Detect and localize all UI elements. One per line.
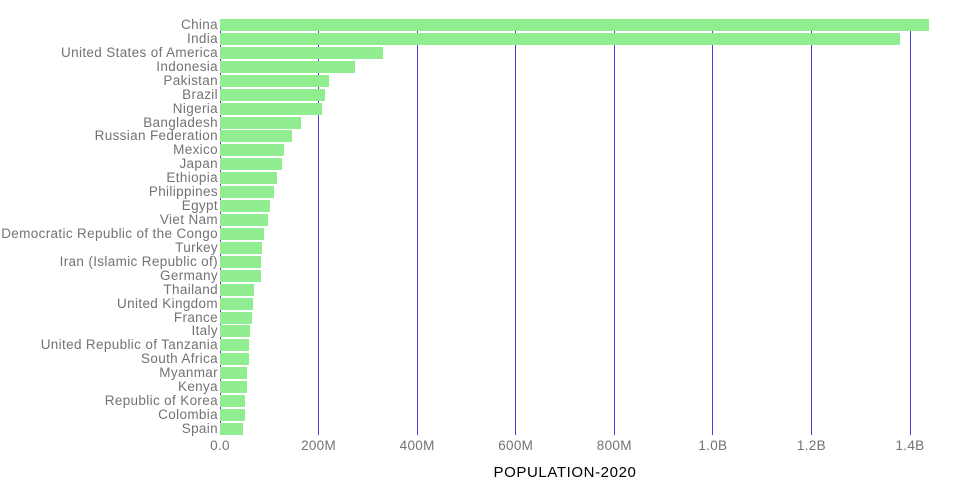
gridline bbox=[416, 19, 418, 435]
bar[interactable] bbox=[220, 172, 277, 185]
category-label: Thailand bbox=[163, 281, 218, 297]
bar[interactable] bbox=[220, 46, 384, 59]
gridline bbox=[909, 19, 911, 435]
category-label: Indonesia bbox=[156, 58, 218, 74]
category-label: South Africa bbox=[141, 351, 218, 367]
category-label: Egypt bbox=[181, 198, 218, 214]
category-label: Mexico bbox=[173, 142, 218, 158]
category-label: Iran (Islamic Republic of) bbox=[59, 253, 218, 269]
category-label: Japan bbox=[179, 156, 218, 172]
category-label: China bbox=[180, 17, 218, 32]
bar[interactable] bbox=[220, 381, 247, 394]
category-label: United States of America bbox=[61, 44, 218, 60]
x-axis-title: POPULATION-2020 bbox=[493, 464, 637, 481]
category-label: United Kingdom bbox=[117, 295, 218, 311]
x-tick-label: 200M bbox=[301, 438, 337, 453]
category-label: Turkey bbox=[175, 239, 218, 255]
bar[interactable] bbox=[220, 409, 246, 422]
bar[interactable] bbox=[220, 186, 275, 199]
bar[interactable] bbox=[220, 214, 268, 227]
category-label: Myanmar bbox=[159, 365, 218, 381]
gridline bbox=[613, 19, 615, 435]
x-tick-label: 1.2B bbox=[796, 438, 826, 453]
category-label: Republic of Korea bbox=[104, 393, 218, 409]
x-tick-label: 1.0B bbox=[698, 438, 728, 453]
category-label: United Republic of Tanzania bbox=[40, 337, 218, 353]
bar[interactable] bbox=[220, 311, 253, 324]
category-label: Pakistan bbox=[163, 72, 218, 88]
bar[interactable] bbox=[220, 241, 262, 254]
x-tick-label: 400M bbox=[399, 438, 435, 453]
bar[interactable] bbox=[220, 325, 250, 338]
bar[interactable] bbox=[220, 130, 292, 143]
x-tick-label: 1.4B bbox=[895, 438, 925, 453]
category-label: Viet Nam bbox=[159, 212, 218, 228]
gridline bbox=[318, 19, 320, 435]
category-label: Brazil bbox=[182, 86, 218, 102]
bar[interactable] bbox=[220, 255, 262, 268]
bar[interactable] bbox=[220, 158, 283, 171]
gridline bbox=[810, 19, 812, 435]
category-label: Nigeria bbox=[172, 100, 218, 116]
category-label: Russian Federation bbox=[94, 128, 218, 144]
bar[interactable] bbox=[220, 200, 271, 213]
bar[interactable] bbox=[220, 88, 325, 101]
bar[interactable] bbox=[220, 74, 329, 87]
category-label: Spain bbox=[181, 420, 218, 436]
bar[interactable] bbox=[220, 269, 262, 282]
x-tick-label: 0.0 bbox=[210, 438, 230, 453]
bar[interactable] bbox=[220, 116, 302, 129]
gridline bbox=[219, 19, 221, 435]
bar[interactable] bbox=[220, 60, 355, 73]
bar[interactable] bbox=[220, 19, 930, 31]
bar[interactable] bbox=[220, 422, 244, 435]
bar[interactable] bbox=[220, 144, 284, 157]
bar[interactable] bbox=[220, 283, 255, 296]
bar[interactable] bbox=[220, 367, 247, 380]
x-tick-label: 600M bbox=[498, 438, 534, 453]
bar[interactable] bbox=[220, 297, 254, 310]
x-tick-label: 800M bbox=[596, 438, 632, 453]
category-label: Ethiopia bbox=[166, 170, 218, 186]
bar[interactable] bbox=[220, 102, 322, 115]
bar[interactable] bbox=[220, 339, 250, 352]
gridline bbox=[515, 19, 517, 435]
bar[interactable] bbox=[220, 395, 246, 408]
category-label: India bbox=[186, 30, 218, 46]
bar[interactable] bbox=[220, 227, 265, 240]
category-label: Democratic Republic of the Congo bbox=[1, 225, 218, 241]
category-label: Germany bbox=[160, 267, 218, 283]
bar[interactable] bbox=[220, 353, 250, 366]
bar[interactable] bbox=[220, 32, 901, 45]
category-label: Colombia bbox=[158, 407, 218, 423]
category-label: Philippines bbox=[148, 184, 218, 200]
category-label: Bangladesh bbox=[143, 114, 218, 130]
category-label: Kenya bbox=[177, 379, 218, 395]
category-label: Italy bbox=[191, 323, 218, 339]
category-label: France bbox=[173, 309, 218, 325]
gridline bbox=[712, 19, 714, 435]
